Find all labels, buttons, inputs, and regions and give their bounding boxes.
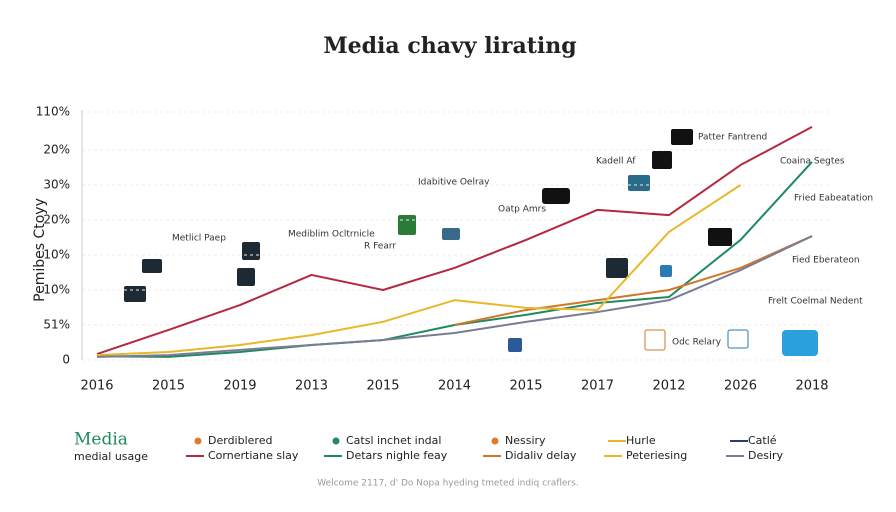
x-tick-label: 2018 — [795, 379, 828, 394]
y-tick-label: 20% — [43, 143, 70, 157]
annotations: Metlicl Paep Mediblim Ocltrnicle Idabiti… — [172, 133, 873, 348]
y-tick-label: 0 — [62, 353, 70, 367]
icons — [124, 129, 818, 356]
y-tick-label: 30% — [43, 178, 70, 192]
annotation: Kadell Af — [596, 157, 636, 167]
icon — [242, 242, 260, 260]
legend-marker — [332, 437, 340, 445]
y-tick-label: 110% — [36, 105, 70, 119]
y-axis-label: Pemibes Ctoyy — [32, 198, 48, 302]
legend-marker — [491, 437, 499, 445]
icon — [782, 330, 818, 356]
y-tick-label: 10% — [43, 248, 70, 262]
legend-subtitle: medial usage — [74, 450, 148, 463]
x-tick-label: 2016 — [80, 379, 113, 394]
x-tick-label: 2015 — [152, 379, 185, 394]
legend-label: Derdiblered — [208, 434, 272, 447]
icon — [671, 129, 693, 145]
icon — [142, 259, 162, 273]
legend-label: Nessiry — [505, 434, 546, 447]
x-tick-label: 2019 — [223, 379, 256, 394]
icon — [237, 268, 255, 286]
legend-title: Media — [74, 430, 128, 450]
legend-label: Cornertiane slay — [208, 449, 299, 462]
annotation: Idabitive Oelray — [418, 178, 490, 188]
legend-label: Catlé — [748, 434, 777, 447]
annotation: Fried Eabeatation — [794, 194, 873, 204]
icon — [652, 151, 672, 169]
icon — [542, 188, 570, 204]
legend-label: Desiry — [748, 449, 784, 462]
series-line — [96, 184, 742, 357]
annotation: Odc Relary — [672, 338, 722, 348]
legend-label: Catsl inchet indal — [346, 434, 441, 447]
x-tick-label: 2015 — [509, 379, 542, 394]
icon — [398, 215, 416, 235]
x-tick-label: 2017 — [581, 379, 614, 394]
icon — [644, 329, 666, 351]
icon — [508, 338, 522, 352]
x-tick-label: 2014 — [438, 379, 471, 394]
y-tick-label: 10% — [43, 283, 70, 297]
annotation: Oatp Amrs — [498, 205, 546, 215]
legend-label: Didaliv delay — [505, 449, 577, 462]
icon — [708, 228, 732, 246]
series-line — [454, 235, 813, 326]
y-tick-label: 20% — [43, 213, 70, 227]
icon — [628, 175, 650, 191]
icon — [124, 286, 146, 302]
annotation: Fied Eberateon — [792, 256, 860, 266]
x-tick-label: 2026 — [724, 379, 757, 394]
x-tick-label: 2013 — [295, 379, 328, 394]
footer: Welcome 2117, d' Do Nopa hyeding tmeted … — [317, 479, 578, 489]
legend-label: Detars nighle feay — [346, 449, 448, 462]
annotation: Frelt Coelmal Nedent — [768, 297, 863, 307]
x-tick-label: 2015 — [366, 379, 399, 394]
annotation: R Fearr — [364, 242, 396, 252]
annotation: Coaina Segtes — [780, 157, 845, 167]
icon — [606, 258, 628, 278]
annotation: Patter Fantrend — [698, 133, 767, 143]
series-line — [96, 126, 813, 355]
annotation: Metlicl Paep — [172, 234, 226, 244]
legend-marker — [194, 437, 202, 445]
annotation: Mediblim Ocltrnicle — [288, 230, 375, 240]
chart-title: Media chavy lirating — [323, 33, 576, 59]
icon — [660, 265, 672, 277]
legend-label: Hurle — [626, 434, 656, 447]
legend-label: Peteriesing — [626, 449, 687, 462]
y-tick-label: 51% — [43, 318, 70, 332]
icon — [442, 228, 460, 240]
series-line — [96, 235, 813, 358]
icon — [727, 329, 749, 349]
x-tick-label: 2012 — [652, 379, 685, 394]
